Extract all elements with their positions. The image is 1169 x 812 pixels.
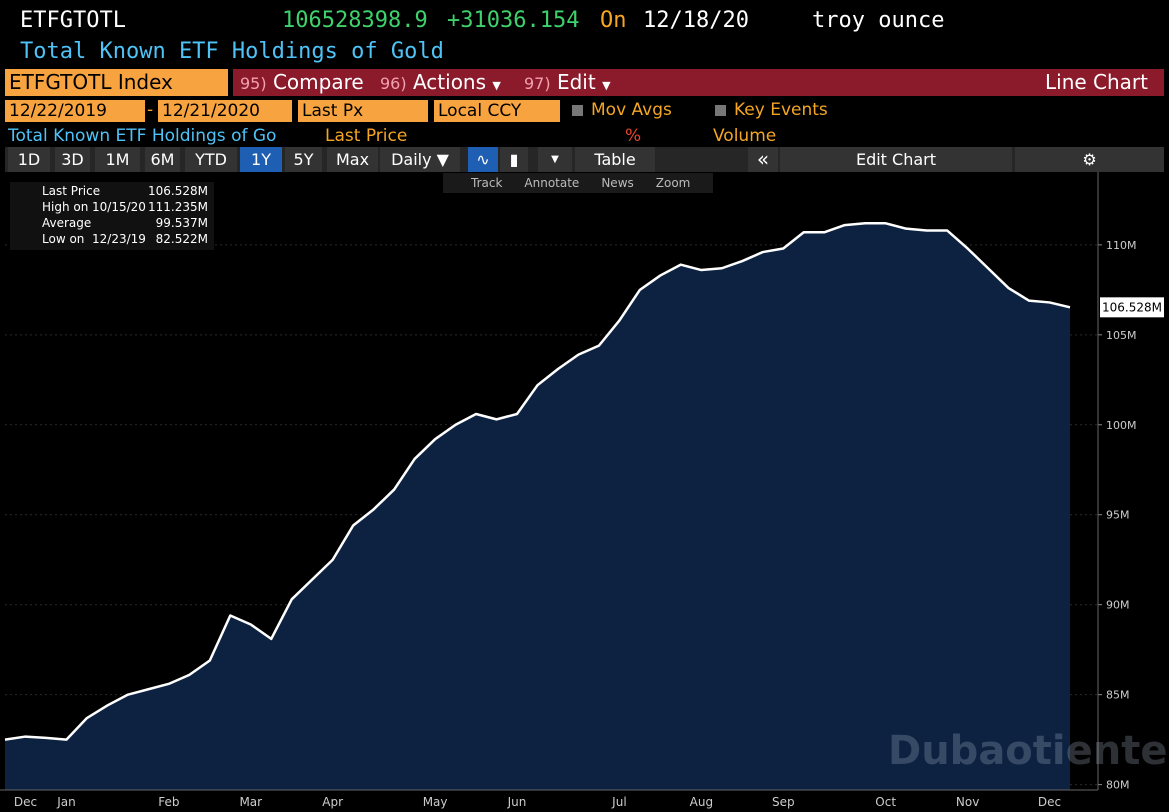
legend-name: Last Price	[42, 184, 101, 198]
y-tick-label: 100M	[1106, 419, 1137, 432]
last-price-tag	[1100, 297, 1164, 318]
chart-dropdown[interactable]: ▼	[538, 147, 572, 172]
legend-name: High on	[42, 200, 89, 214]
edit-chart[interactable]: Edit Chart	[780, 147, 1012, 172]
menu-label: Edit	[556, 70, 596, 94]
tool[interactable]: Annotate	[524, 176, 580, 190]
y-tick-label: 85M	[1106, 689, 1130, 702]
legend-name: Average	[42, 216, 92, 230]
x-tick-label: Oct	[875, 795, 896, 809]
panel-name: Total Known ETF Holdings of Go	[8, 126, 277, 146]
key-events[interactable]: Key Events	[715, 100, 828, 120]
x-tick-label: May	[423, 795, 448, 809]
menu-label: Compare	[272, 70, 364, 94]
tool-strip: Track Annotate News Zoom	[443, 173, 713, 193]
ticker: ETFGTOTL	[20, 8, 126, 33]
x-tick-label: Aug	[690, 795, 713, 809]
menu-bar	[233, 69, 1164, 96]
unit: troy ounce	[812, 8, 945, 33]
period-button[interactable]: 6M	[145, 147, 180, 172]
x-tick-label: Apr	[322, 795, 343, 809]
y-tick-label: 110M	[1106, 239, 1137, 252]
legend-date: 10/15/20	[92, 200, 146, 214]
y-tick-label: 95M	[1106, 509, 1130, 522]
period-button[interactable]: 1D	[8, 147, 50, 172]
legend-value: 106.528M	[148, 184, 208, 198]
tool[interactable]: Zoom	[655, 176, 691, 190]
menu-compare[interactable]: 95) Compare	[240, 69, 364, 96]
x-tick-label: Jul	[611, 795, 626, 809]
on: On	[600, 8, 627, 33]
x-tick-label: Mar	[239, 795, 262, 809]
y-tick-label: 90M	[1106, 599, 1130, 612]
mov-avgs[interactable]: Mov Avgs	[572, 100, 672, 120]
price: 106528398.9	[282, 8, 428, 33]
legend-date: 12/23/19	[92, 232, 146, 246]
date-sep: -	[147, 100, 154, 120]
frequency[interactable]: Daily ▼	[380, 147, 460, 172]
legend-value: 111.235M	[148, 200, 208, 214]
line-icon[interactable]: ∿	[468, 147, 498, 172]
legend-value: 82.522M	[155, 232, 208, 246]
legend-value: 99.537M	[155, 216, 208, 230]
collapse[interactable]: «	[748, 147, 778, 172]
period-button[interactable]: Max	[327, 147, 378, 172]
panel-pct: %	[625, 126, 642, 146]
menu-actions[interactable]: 96) Actions ▼	[380, 70, 501, 94]
y-tick-label: 105M	[1106, 329, 1137, 342]
period-button[interactable]: 3D	[55, 147, 90, 172]
menu-num: 96)	[380, 74, 407, 93]
last-price-label: 106.528M	[1102, 300, 1162, 314]
watermark: Dubaotiente	[888, 728, 1168, 774]
end-date[interactable]: 12/21/2020	[158, 100, 292, 122]
settings[interactable]: ⚙	[1015, 147, 1164, 172]
change: +31036.154	[447, 8, 580, 33]
menu-label: Actions	[412, 70, 487, 94]
legend-name: Low on	[42, 232, 85, 246]
period-button[interactable]: 5Y	[285, 147, 322, 172]
menu-num: 97)	[524, 74, 551, 93]
start-date[interactable]: 12/22/2019	[5, 100, 145, 122]
tool[interactable]: Track	[471, 176, 503, 190]
field[interactable]: Last Px	[298, 100, 428, 122]
candle-icon[interactable]: ▮	[500, 147, 528, 172]
panel-volume: Volume	[713, 126, 777, 146]
tool[interactable]: News	[601, 176, 634, 190]
currency[interactable]: Local CCY	[434, 100, 560, 122]
panel-last: Last Price	[325, 126, 408, 146]
security-name: Total Known ETF Holdings of Gold	[20, 39, 444, 64]
menu-num: 95)	[240, 74, 267, 93]
key-events-label: Key Events	[734, 100, 828, 120]
y-tick-label: 80M	[1106, 779, 1130, 792]
date: 12/18/20	[643, 8, 749, 33]
line	[4, 222, 1071, 741]
view-type[interactable]: Line Chart	[1045, 70, 1148, 94]
legend: Last Price 106.528M High on 10/15/20 111.235…	[10, 182, 214, 250]
x-tick-label: Dec	[14, 795, 37, 809]
x-tick-label: Jun	[507, 795, 527, 809]
security-box[interactable]: ETFGTOTL Index	[5, 69, 228, 96]
mov-avgs-label: Mov Avgs	[591, 100, 672, 120]
x-tick-label: Dec	[1038, 795, 1061, 809]
menu-edit[interactable]: 97) Edit ▼	[524, 70, 611, 94]
x-tick-label: Jan	[56, 795, 76, 809]
table-button[interactable]: Table	[575, 147, 655, 172]
period-button[interactable]: 1M	[95, 147, 140, 172]
x-tick-label: Sep	[772, 795, 795, 809]
period-button[interactable]: 1Y	[240, 147, 282, 172]
x-tick-label: Nov	[956, 795, 979, 809]
x-tick-label: Feb	[158, 795, 179, 809]
chart: 80M 85M 90M 95M 100M 105M 110M Dec Jan Feb Mar Apr M…	[0, 172, 1164, 809]
area	[5, 223, 1070, 790]
period-button[interactable]: YTD	[185, 147, 237, 172]
